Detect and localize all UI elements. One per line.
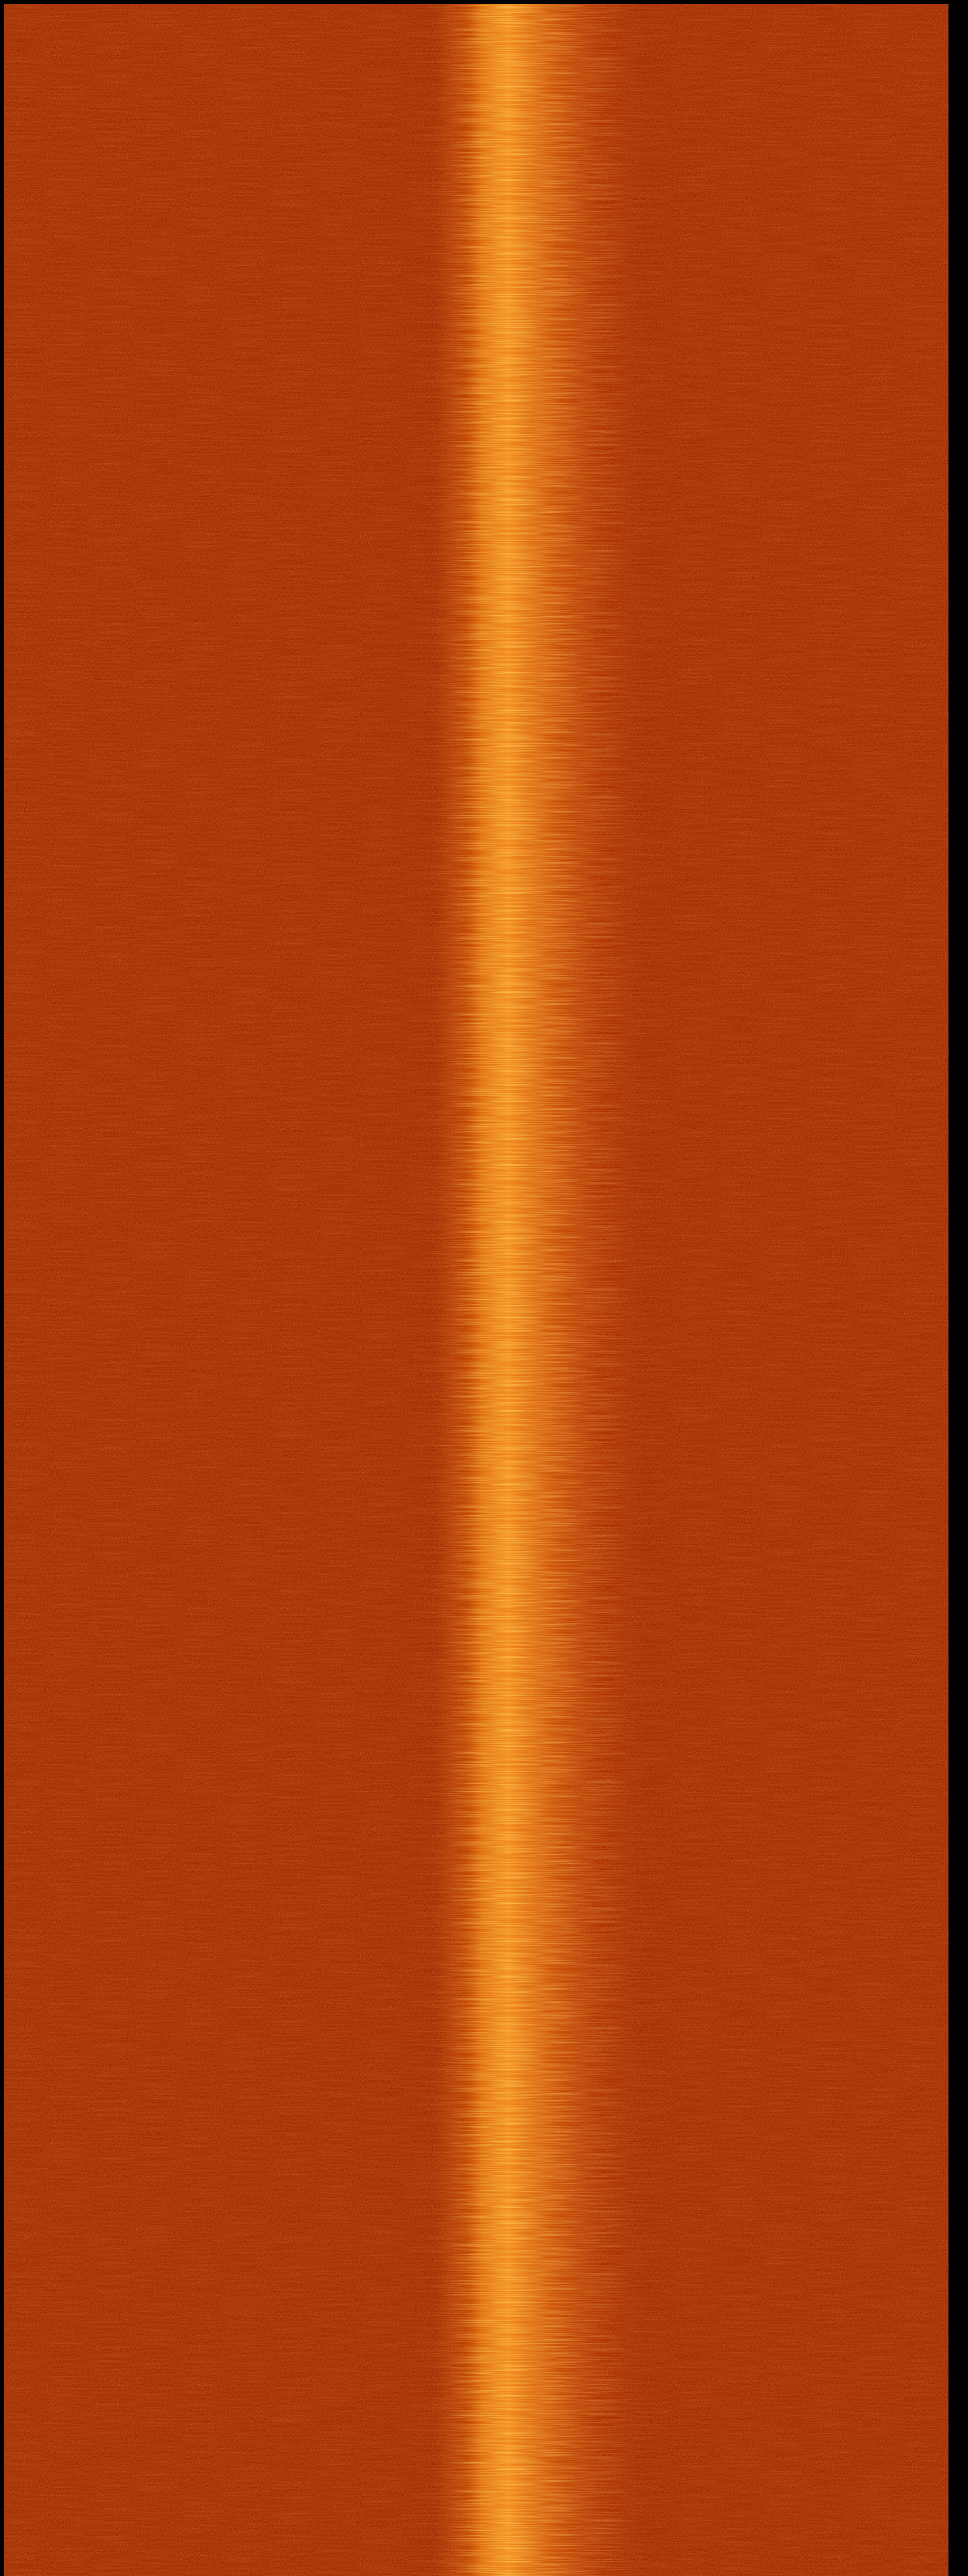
- horizontal-streaks: [4, 4, 948, 2576]
